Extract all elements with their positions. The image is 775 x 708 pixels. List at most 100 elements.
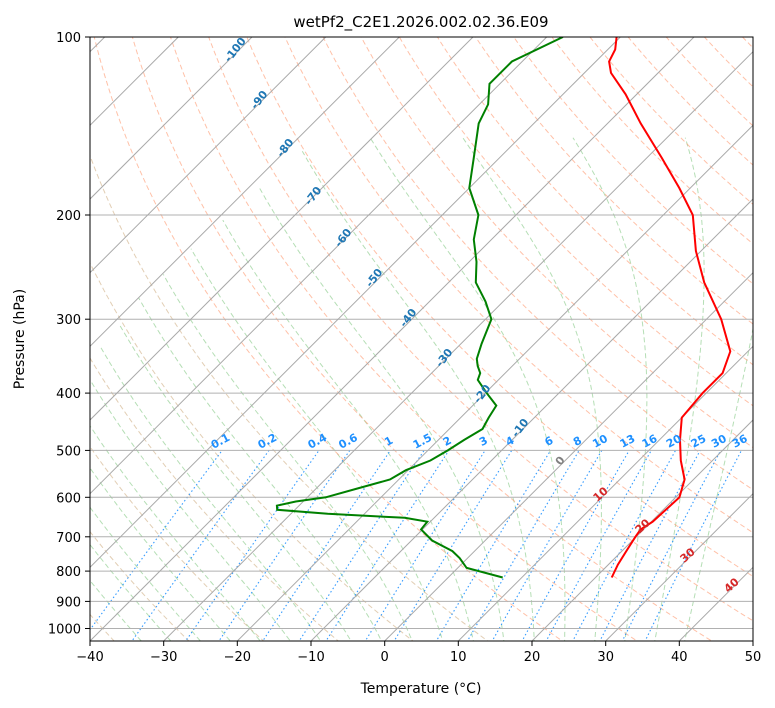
y-tick-label: 100 — [56, 31, 81, 46]
mixing-ratio-line — [218, 450, 351, 641]
mixing-ratio-line — [298, 450, 425, 641]
mixing-ratio-line — [435, 450, 552, 641]
x-tick-label: 20 — [524, 650, 541, 665]
y-axis-ticks: 100 200 300 400 500 600 700 800 900 1000 — [48, 31, 90, 638]
mixing-ratio-label: 20 — [664, 432, 684, 451]
y-tick-label: 700 — [56, 531, 81, 546]
mixing-ratio-label: 13 — [618, 432, 638, 451]
isotherm — [90, 37, 474, 421]
y-tick-label: 800 — [56, 565, 81, 580]
mixing-ratio-label: 10 — [590, 432, 610, 451]
dry-adiabat — [131, 37, 638, 641]
dry-adiabat — [246, 37, 753, 577]
x-axis-label: Temperature (°C) — [360, 681, 482, 697]
isotherm — [90, 37, 621, 569]
isotherm — [384, 271, 753, 641]
isotherm — [90, 37, 400, 348]
isotherm — [90, 37, 327, 274]
dry-adiabat — [90, 154, 489, 641]
mixing-ratio-lines — [90, 450, 742, 641]
x-axis-ticks: −40 −30 −20 −10 0 10 20 30 40 50 — [76, 641, 761, 665]
mixing-ratio-line — [185, 450, 320, 641]
skewed-isotherms — [90, 37, 753, 641]
mixing-ratio-line — [545, 450, 652, 641]
mixing-ratio-label: 36 — [730, 432, 750, 451]
isotherm — [163, 50, 753, 641]
y-tick-label: 1000 — [48, 623, 81, 638]
y-tick-label: 900 — [56, 595, 81, 610]
x-tick-label: −10 — [297, 650, 324, 665]
y-tick-label: 300 — [56, 313, 81, 328]
moist-adiabat — [90, 467, 231, 641]
x-tick-label: 0 — [381, 650, 389, 665]
isotherm — [236, 124, 753, 641]
moist-adiabat — [99, 344, 322, 641]
profile-series — [275, 37, 732, 579]
chart-title: wetPf2_C2E1.2026.002.02.36.E09 — [293, 13, 548, 32]
x-tick-label: 10 — [450, 650, 467, 665]
mixing-ratio-label: 30 — [709, 432, 729, 451]
y-tick-label: 500 — [56, 444, 81, 459]
mixing-ratio-line — [466, 450, 580, 641]
moist-adiabat — [684, 326, 753, 641]
mixing-ratio-line — [262, 450, 391, 641]
moist-adiabat — [462, 137, 602, 641]
y-tick-label: 400 — [56, 387, 81, 402]
x-tick-label: −20 — [224, 650, 251, 665]
isotherm — [605, 492, 753, 641]
temperature-line — [608, 37, 732, 578]
moist-adiabat — [90, 543, 172, 641]
plot-frame — [89, 36, 754, 642]
dry-adiabat — [90, 530, 190, 641]
mixing-ratio-line — [90, 450, 223, 631]
dry-adiabat — [436, 37, 753, 366]
dry-adiabat — [322, 37, 753, 491]
moist-adiabat — [90, 506, 202, 641]
dry-adiabat — [474, 37, 753, 325]
moist-adiabat — [190, 248, 444, 641]
x-tick-label: −30 — [150, 650, 177, 665]
isotherm — [90, 37, 253, 200]
moist-adiabat — [572, 137, 648, 641]
dry-adiabat — [360, 37, 753, 449]
mixing-ratio-line — [491, 450, 603, 641]
y-tick-label: 600 — [56, 491, 81, 506]
mixing-ratio-line — [325, 450, 450, 641]
x-tick-label: 50 — [745, 650, 762, 665]
mixing-ratio-line — [521, 450, 630, 641]
x-tick-label: 40 — [671, 650, 688, 665]
y-tick-label: 200 — [56, 209, 81, 224]
isotherm — [310, 198, 753, 641]
x-tick-label: −40 — [76, 650, 103, 665]
dry-adiabat — [284, 37, 753, 534]
mixing-ratio-line — [131, 450, 270, 641]
isotherm — [90, 37, 548, 495]
dewpoint-line — [275, 37, 564, 579]
moist-adiabat — [90, 378, 291, 641]
dry-adiabats — [90, 37, 753, 641]
dry-adiabat — [208, 37, 753, 622]
y-axis-label: Pressure (hPa) — [12, 289, 28, 389]
moist-adiabat — [654, 137, 705, 641]
mixing-ratio-label: 16 — [640, 432, 660, 451]
dry-adiabat — [93, 37, 564, 641]
isotherm — [90, 37, 695, 641]
moist-adiabat — [369, 137, 566, 641]
pressure-gridlines — [90, 37, 753, 629]
mixing-ratio-line — [621, 450, 722, 641]
dry-adiabat — [665, 37, 753, 127]
isotherm — [457, 345, 753, 641]
dry-adiabat — [589, 37, 753, 205]
dry-adiabat — [90, 261, 414, 641]
dry-adiabat — [513, 37, 753, 285]
x-tick-label: 30 — [597, 650, 614, 665]
dry-adiabat — [169, 37, 713, 641]
dry-adiabat — [398, 37, 753, 407]
mixing-ratio-label: 25 — [689, 432, 709, 451]
plot-area: 0.1 0.2 0.4 0.6 1 1.5 2 3 4 6 8 10 13 16 20 25 30 36-100-… — [90, 37, 753, 641]
dry-adiabat — [90, 445, 265, 641]
mixing-ratio-line — [644, 450, 742, 641]
moist-adiabat — [119, 325, 352, 641]
